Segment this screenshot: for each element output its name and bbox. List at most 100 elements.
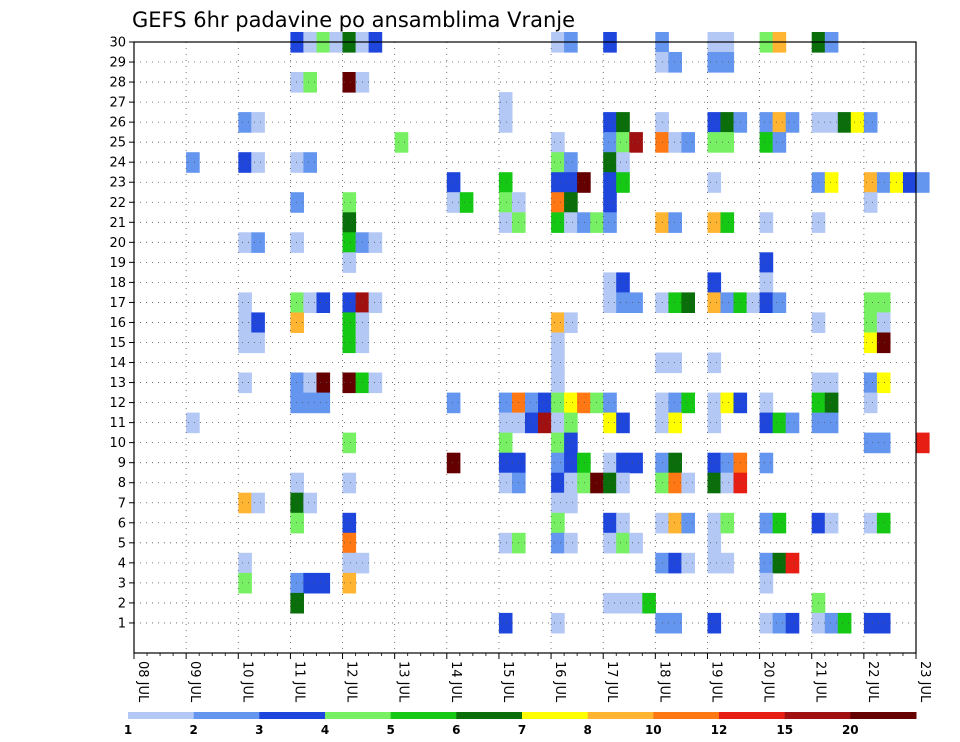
heatmap-cell — [707, 532, 722, 554]
heatmap-cell — [785, 612, 800, 634]
x-tick-label: 22 JUL — [865, 661, 880, 703]
y-tick-label: 14 — [109, 356, 126, 371]
heatmap-cell — [668, 292, 682, 313]
heatmap-cell — [551, 512, 565, 534]
heatmap-cell — [707, 612, 722, 634]
heatmap-cell — [564, 212, 578, 233]
heatmap-cell — [342, 312, 357, 333]
heatmap-cell — [577, 452, 591, 474]
heatmap-cell — [290, 292, 304, 313]
heatmap-cell — [668, 472, 682, 494]
heatmap-cell — [772, 412, 787, 434]
heatmap-cell — [498, 212, 513, 233]
heatmap-cell — [251, 312, 265, 333]
heatmap-cell — [824, 112, 839, 133]
legend-swatch — [128, 712, 195, 719]
heatmap-cell — [603, 592, 617, 614]
heatmap-cell — [863, 392, 878, 414]
heatmap-cell — [759, 212, 774, 233]
heatmap-cell — [681, 132, 695, 153]
heatmap-cell — [603, 412, 617, 434]
y-tick-label: 20 — [109, 236, 126, 251]
heatmap-cell — [681, 292, 695, 313]
heatmap-cell — [916, 172, 930, 193]
heatmap-cell — [863, 372, 878, 394]
heatmap-cell — [603, 172, 617, 193]
x-tick-label: 20 JUL — [761, 661, 776, 703]
heatmap-cell — [681, 392, 695, 414]
heatmap-cell — [290, 372, 304, 394]
heatmap-cell — [551, 192, 565, 213]
heatmap-cell — [342, 432, 357, 454]
heatmap-cell — [616, 272, 630, 293]
heatmap-cell — [629, 592, 643, 614]
heatmap-cell — [759, 392, 774, 414]
legend-label: 20 — [842, 723, 859, 737]
y-tick-label: 24 — [109, 156, 126, 171]
heatmap-cell — [616, 112, 630, 133]
heatmap-cell — [498, 92, 513, 113]
heatmap-cell — [668, 612, 682, 634]
heatmap-cell — [342, 212, 357, 233]
y-tick-label: 2 — [118, 596, 126, 611]
heatmap-cell — [720, 132, 735, 153]
y-tick-label: 15 — [109, 336, 126, 351]
heatmap-cell — [238, 572, 252, 594]
heatmap-cell — [837, 612, 852, 634]
y-tick-label: 19 — [109, 256, 126, 271]
heatmap-cell — [772, 112, 787, 133]
heatmap-cell — [551, 612, 565, 634]
heatmap-cell — [251, 152, 265, 173]
heatmap-cell — [720, 52, 735, 73]
heatmap-cell — [876, 172, 891, 193]
heatmap-cell — [603, 532, 617, 554]
heatmap-cell — [342, 512, 357, 534]
legend-swatch — [456, 712, 523, 719]
legend-swatch — [653, 712, 720, 719]
heatmap-cell — [603, 472, 617, 494]
heatmap-cell — [720, 112, 735, 133]
heatmap-cell — [863, 292, 878, 313]
heatmap-cell — [616, 132, 630, 153]
heatmap-cell — [342, 552, 357, 574]
heatmap-cell — [564, 192, 578, 213]
heatmap-cell — [668, 212, 682, 233]
heatmap-cell — [837, 112, 852, 133]
x-tick-label: 14 JUL — [448, 661, 463, 703]
heatmap-cell — [759, 252, 774, 273]
heatmap-cell — [707, 292, 722, 313]
heatmap-cell — [707, 132, 722, 153]
heatmap-cell — [316, 572, 331, 594]
y-tick-label: 16 — [109, 316, 126, 331]
heatmap-cell — [238, 112, 252, 133]
heatmap-cell — [668, 452, 682, 474]
heatmap-cell — [342, 192, 357, 213]
legend-label: 3 — [255, 723, 263, 737]
heatmap-cell — [551, 472, 565, 494]
heatmap-cell — [681, 552, 695, 574]
heatmap-cell — [824, 512, 839, 534]
heatmap-cell — [707, 172, 722, 193]
heatmap-cell — [564, 492, 578, 514]
heatmap-cell — [603, 212, 617, 233]
heatmap-cell — [863, 172, 878, 193]
y-tick-label: 22 — [109, 196, 126, 211]
heatmap-cell — [342, 532, 357, 554]
y-tick-label: 17 — [109, 296, 126, 311]
heatmap-cell — [564, 532, 578, 554]
heatmap-cell — [551, 352, 565, 374]
heatmap-cell — [785, 112, 800, 133]
y-tick-label: 26 — [109, 116, 126, 131]
heatmap-cell — [863, 512, 878, 534]
heatmap-cell — [577, 172, 591, 193]
heatmap-cell — [564, 152, 578, 173]
x-tick-label: 17 JUL — [604, 661, 619, 703]
heatmap-cell — [746, 292, 761, 313]
y-tick-label: 6 — [118, 516, 126, 531]
heatmap-cell — [564, 452, 578, 474]
heatmap-cell — [186, 152, 200, 173]
y-tick-label: 9 — [118, 456, 126, 471]
heatmap-cell — [238, 492, 252, 514]
heatmap-cell — [668, 52, 682, 73]
heatmap-cell — [368, 232, 383, 253]
